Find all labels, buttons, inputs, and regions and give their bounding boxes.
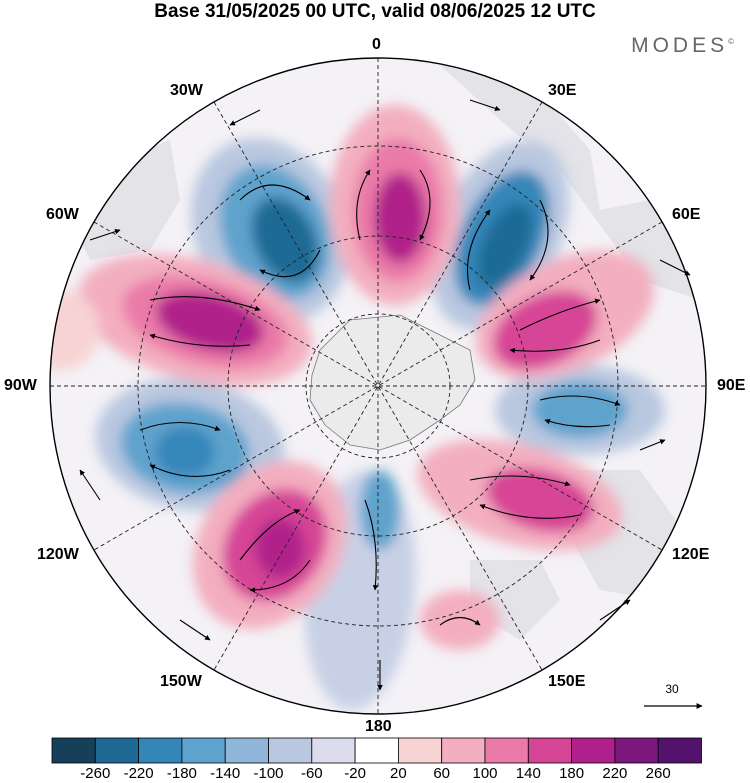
graticule	[50, 58, 706, 714]
lon-label-120e: 120E	[672, 546, 710, 563]
map-frame	[49, 57, 707, 715]
lon-label-90w: 90W	[4, 377, 37, 394]
brand-name: MODES	[631, 34, 729, 57]
lon-label-30w: 30W	[170, 82, 203, 99]
colorbar-swatch	[51, 737, 96, 764]
colorbar-swatch	[354, 737, 399, 764]
colorbar-tick-label: 140	[515, 765, 541, 782]
lon-label-90e: 90E	[717, 377, 746, 394]
colorbar-swatch	[311, 737, 356, 764]
colorbar	[51, 737, 702, 764]
colorbar-swatch	[268, 737, 313, 764]
brand-logo: MODES©	[631, 34, 734, 58]
colorbar-swatch	[94, 737, 140, 764]
colorbar-tick-label: -140	[210, 765, 241, 782]
colorbar-swatch	[614, 737, 659, 764]
colorbar-tick-label: 180	[559, 765, 585, 782]
lon-label-30e: 30E	[548, 82, 577, 99]
colorbar-swatch	[181, 737, 226, 764]
lon-label-150w: 150W	[160, 673, 202, 690]
lon-label-120w: 120W	[37, 546, 79, 563]
lon-label-60w: 60W	[46, 206, 79, 223]
colorbar-tick-label: -60	[300, 765, 323, 782]
colorbar-tick-label: 100	[472, 765, 498, 782]
colorbar-swatch	[527, 737, 572, 764]
colorbar-swatch	[484, 737, 529, 764]
colorbar-tick-label: -260	[80, 765, 111, 782]
lon-label-180: 180	[365, 718, 392, 735]
antarctica	[309, 314, 476, 451]
lon-label-0: 0	[372, 36, 381, 53]
colorbar-tick-label: 60	[433, 765, 451, 782]
colorbar-tick-label: -20	[344, 765, 366, 782]
colorbar-swatch	[224, 737, 269, 764]
anomaly-blobs	[50, 105, 665, 710]
brand-copyright: ©	[728, 37, 734, 46]
colorbar-tick-label: -220	[123, 765, 154, 782]
wind-vectors	[79, 99, 691, 691]
wind-scale-label: 30	[665, 682, 679, 696]
lon-label-60e: 60E	[672, 206, 701, 223]
colorbar-swatch	[397, 737, 443, 764]
high-anomaly-f	[420, 590, 500, 650]
lon-label-150e: 150E	[548, 673, 586, 690]
colorbar-tick-label: 220	[602, 765, 628, 782]
colorbar-tick-label: -100	[253, 765, 284, 782]
colorbar-swatch	[441, 737, 486, 764]
colorbar-swatch	[657, 737, 702, 764]
wind-scale: 30	[640, 682, 704, 696]
colorbar-tick-label: -180	[166, 765, 197, 782]
map-title: Base 31/05/2025 00 UTC, valid 08/06/2025…	[154, 1, 596, 22]
colorbar-swatch	[571, 737, 616, 764]
colorbar-tick-label: 20	[390, 765, 407, 782]
colorbar-swatch	[138, 737, 183, 764]
colorbar-tick-label: 260	[645, 765, 671, 782]
anomaly-field	[50, 58, 706, 714]
